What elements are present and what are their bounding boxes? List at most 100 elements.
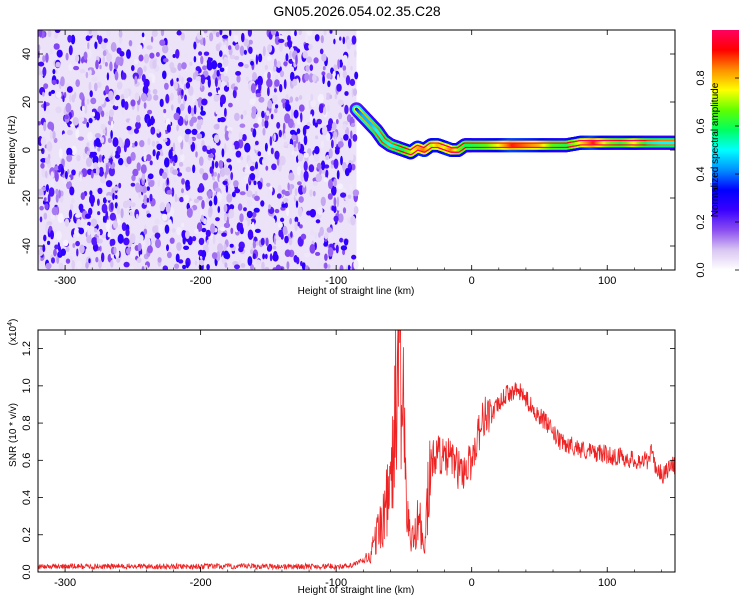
noise-blob: [84, 104, 88, 114]
noise-blob: [89, 90, 93, 98]
noise-blob: [124, 101, 129, 111]
noise-blob: [320, 160, 326, 171]
noise-blob: [43, 100, 47, 112]
noise-blob: [336, 83, 342, 92]
noise-blob: [327, 264, 331, 269]
noise-blob: [260, 237, 265, 246]
noise-blob: [287, 39, 293, 48]
noise-blob: [158, 224, 164, 234]
noise-blob: [65, 258, 71, 264]
noise-blob: [168, 54, 171, 60]
noise-blob: [255, 140, 259, 146]
noise-blob: [335, 33, 340, 39]
noise-blob: [143, 102, 147, 109]
noise-blob: [268, 204, 271, 210]
noise-blob: [58, 148, 63, 159]
noise-blob: [78, 203, 84, 211]
noise-blob: [51, 257, 55, 264]
noise-blob: [86, 235, 92, 244]
noise-blob: [162, 182, 166, 192]
noise-blob: [299, 224, 303, 229]
noise-blob: [312, 181, 318, 186]
noise-blob: [87, 131, 93, 141]
noise-blob: [140, 164, 147, 174]
noise-blob: [130, 182, 136, 187]
noise-blob: [45, 170, 48, 179]
snr-y-label: SNR (10 * v/v): [8, 403, 19, 467]
noise-blob: [129, 211, 133, 217]
noise-blob: [89, 69, 92, 76]
noise-blob: [246, 190, 253, 198]
noise-blob: [234, 264, 240, 270]
noise-blob: [323, 177, 329, 183]
noise-blob: [333, 215, 339, 222]
noise-blob: [324, 253, 328, 261]
noise-blob: [325, 169, 329, 178]
noise-blob: [270, 113, 274, 120]
noise-blob: [162, 265, 168, 270]
noise-blob: [149, 52, 155, 59]
noise-blob: [153, 94, 159, 101]
noise-blob: [42, 91, 45, 97]
noise-blob: [203, 218, 207, 225]
noise-blob: [340, 245, 348, 251]
noise-blob: [94, 133, 101, 139]
noise-blob: [197, 118, 204, 125]
noise-blob: [149, 193, 153, 202]
noise-blob: [58, 262, 64, 270]
noise-blob: [135, 182, 141, 193]
noise-blob: [232, 89, 237, 99]
noise-blob: [298, 30, 302, 36]
noise-blob: [99, 96, 105, 105]
noise-blob: [295, 54, 298, 66]
noise-blob: [54, 30, 61, 33]
noise-blob: [65, 52, 69, 61]
noise-blob: [47, 193, 51, 203]
noise-blob: [189, 61, 193, 67]
noise-blob: [336, 206, 342, 211]
noise-blob: [277, 184, 282, 194]
noise-blob: [165, 202, 171, 213]
noise-blob: [101, 203, 108, 214]
noise-blob: [110, 130, 113, 139]
noise-blob: [334, 93, 338, 100]
noise-blob: [48, 187, 55, 197]
noise-blob: [267, 44, 273, 53]
noise-blob: [273, 58, 277, 68]
noise-blob: [176, 77, 179, 82]
noise-blob: [43, 121, 47, 132]
noise-blob: [255, 168, 260, 179]
noise-blob: [83, 151, 86, 160]
noise-blob: [92, 111, 96, 117]
noise-blob: [125, 228, 130, 237]
noise-blob: [45, 157, 50, 165]
snr-line: [38, 330, 675, 571]
noise-blob: [250, 127, 254, 132]
noise-blob: [214, 77, 218, 88]
noise-blob: [181, 89, 184, 96]
noise-blob: [293, 254, 298, 263]
noise-blob: [243, 38, 249, 47]
noise-blob: [336, 73, 340, 84]
noise-blob: [336, 170, 340, 180]
noise-blob: [262, 253, 265, 260]
noise-blob: [275, 238, 282, 248]
noise-blob: [281, 98, 287, 104]
noise-blob: [327, 193, 333, 200]
noise-blob: [188, 137, 193, 146]
noise-blob: [248, 46, 253, 54]
noise-blob: [325, 155, 329, 160]
noise-blob: [278, 129, 282, 138]
noise-blob: [106, 72, 110, 81]
noise-blob: [321, 53, 327, 62]
noise-blob: [154, 232, 161, 239]
y-tick-label: 0.6: [21, 453, 33, 468]
noise-blob: [233, 180, 239, 188]
noise-blob: [206, 239, 209, 246]
noise-blob: [198, 259, 205, 266]
noise-blob: [312, 73, 317, 83]
noise-blob: [254, 145, 260, 151]
noise-blob: [110, 120, 114, 129]
noise-blob: [91, 108, 97, 113]
colorbar-gradient: [712, 30, 739, 270]
